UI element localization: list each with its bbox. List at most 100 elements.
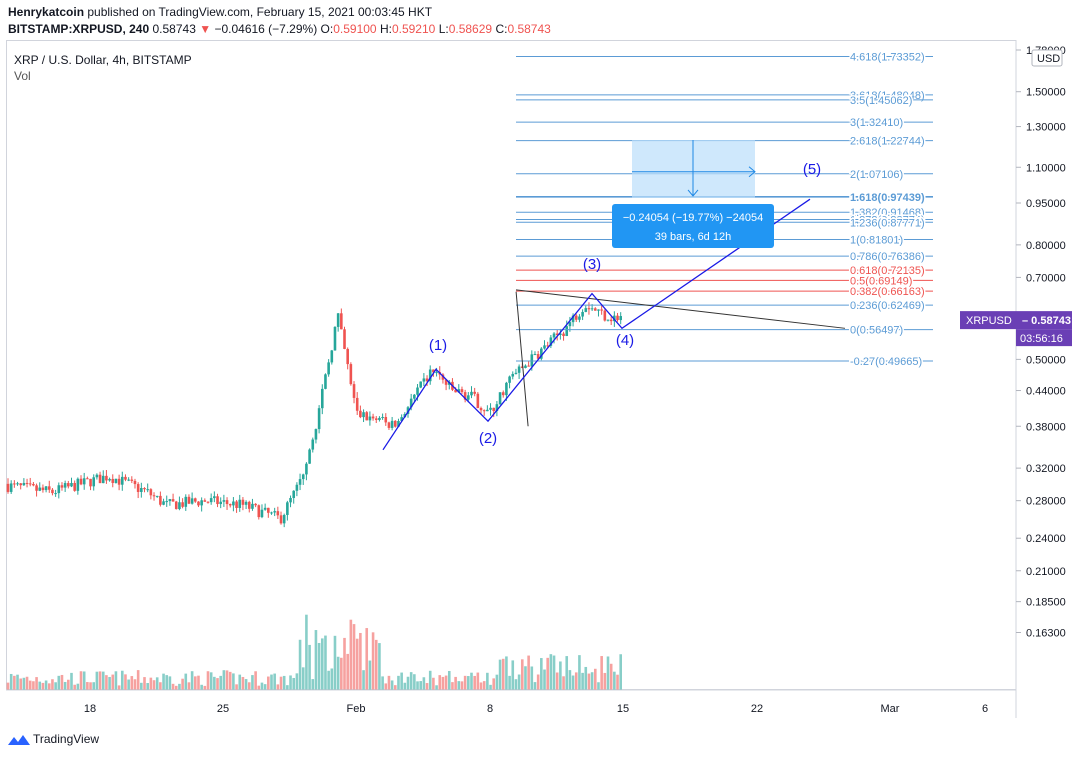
candle-body [311, 439, 315, 450]
volume-bar [209, 672, 213, 690]
candle-body [165, 501, 169, 503]
candle-body [340, 313, 343, 330]
volume-bar [143, 677, 146, 690]
x-tick-label: 22 [751, 703, 763, 715]
arrow-right-icon [748, 166, 756, 178]
candle-body [6, 483, 10, 492]
candle-body [79, 478, 83, 485]
volume-bar [359, 632, 362, 690]
wave-label: (5) [803, 161, 821, 178]
fib-label: 3.5(1.45062) [850, 95, 912, 107]
elliott-wave-line [382, 198, 811, 451]
candle-body [124, 476, 127, 480]
fib-label: 0.5(0.69149) [850, 275, 912, 287]
candle-body [381, 416, 384, 418]
volume-bar [165, 675, 169, 690]
volume-bar [257, 685, 261, 690]
candle-body [73, 482, 76, 491]
volume-bar [406, 676, 410, 690]
volume-bar [540, 658, 543, 690]
candle-body [416, 387, 419, 395]
volume-bar [590, 672, 594, 690]
candle-body [209, 498, 213, 503]
candle-body [54, 493, 57, 495]
candle-body [187, 496, 191, 504]
candle-body [543, 345, 546, 349]
fib-level: 1.272(0.88774) [516, 213, 933, 228]
last-price-tag: XRPUSD – 0.58743 03:56:16 [960, 311, 1072, 347]
candle-body [374, 418, 378, 420]
candle-body [95, 474, 99, 478]
y-tick-label: 0.18500 [1026, 597, 1066, 609]
candle-body [501, 392, 505, 396]
y-tick-label: 0.28000 [1026, 496, 1066, 508]
candle-body [276, 511, 280, 516]
candle-body [47, 486, 51, 490]
candle-body [270, 512, 273, 514]
candle-body [60, 485, 64, 488]
candle-body [146, 489, 149, 491]
volume-bar [206, 671, 210, 690]
volume-bar [419, 681, 422, 690]
volume-bar [381, 676, 384, 690]
candle-body [295, 484, 299, 491]
volume-bar [613, 671, 616, 690]
candle-body [460, 389, 464, 393]
y-tick-label: 0.24000 [1026, 533, 1066, 545]
candle-body [489, 407, 492, 410]
candle-body [603, 310, 607, 321]
candle-body [555, 333, 559, 335]
arrow-down-icon [687, 189, 699, 197]
footer-brand[interactable]: TradingView [8, 732, 99, 746]
volume-bar [301, 667, 305, 690]
volume-bar [292, 677, 296, 690]
fib-label: 1.618(0.97439) [850, 192, 925, 204]
volume-bar [581, 672, 584, 690]
candle-body [308, 449, 311, 464]
volume-bar [514, 679, 518, 690]
author-name[interactable]: Henrykatcoin [8, 5, 85, 19]
candle-body [597, 309, 600, 311]
candle-body [13, 483, 16, 485]
measure-label-line2: 39 bars, 6d 12h [655, 231, 731, 243]
fib-label: 0.786(0.76386) [850, 251, 925, 263]
fib-level: 1.236(0.87771) [516, 216, 933, 231]
fib-label: 3(1.32410) [850, 117, 903, 129]
measure-label-line1: −0.24054 (−19.77%) −24054 [623, 212, 763, 224]
volume-bar [517, 674, 521, 690]
volume-bar [511, 660, 515, 690]
candle-body [613, 315, 616, 322]
candle-body [565, 326, 569, 337]
volume-bar [486, 672, 489, 690]
candle-body [359, 410, 362, 418]
candle-body [213, 496, 216, 499]
candle-body [254, 503, 257, 506]
candle-body [140, 488, 143, 492]
candle-body [111, 478, 115, 483]
x-tick-label: Mar [881, 703, 900, 715]
volume-bar [609, 663, 613, 690]
symbol-tag-label: XRPUSD [966, 315, 1012, 327]
candle-body [9, 483, 13, 492]
candle-body [120, 476, 124, 485]
volume-bar [619, 654, 622, 690]
volume-bar [162, 673, 165, 690]
low-value: 0.58629 [448, 22, 493, 36]
candle-body [235, 501, 238, 508]
fib-level: 2(1.07106) [516, 167, 933, 182]
candle-body [41, 487, 45, 491]
candle-body [190, 498, 194, 504]
volume-bar [247, 682, 251, 690]
volume-bar [108, 676, 111, 690]
volume-bar [584, 666, 588, 690]
candle-body [232, 501, 235, 506]
candle-body [298, 479, 302, 485]
close-value: 0.58743 [507, 22, 551, 36]
volume-bar [19, 678, 22, 690]
volume-bar [82, 671, 86, 690]
volume-bar [467, 676, 470, 690]
volume-bar [368, 660, 372, 690]
volume-bar [105, 675, 108, 690]
volume-bar [314, 630, 318, 690]
